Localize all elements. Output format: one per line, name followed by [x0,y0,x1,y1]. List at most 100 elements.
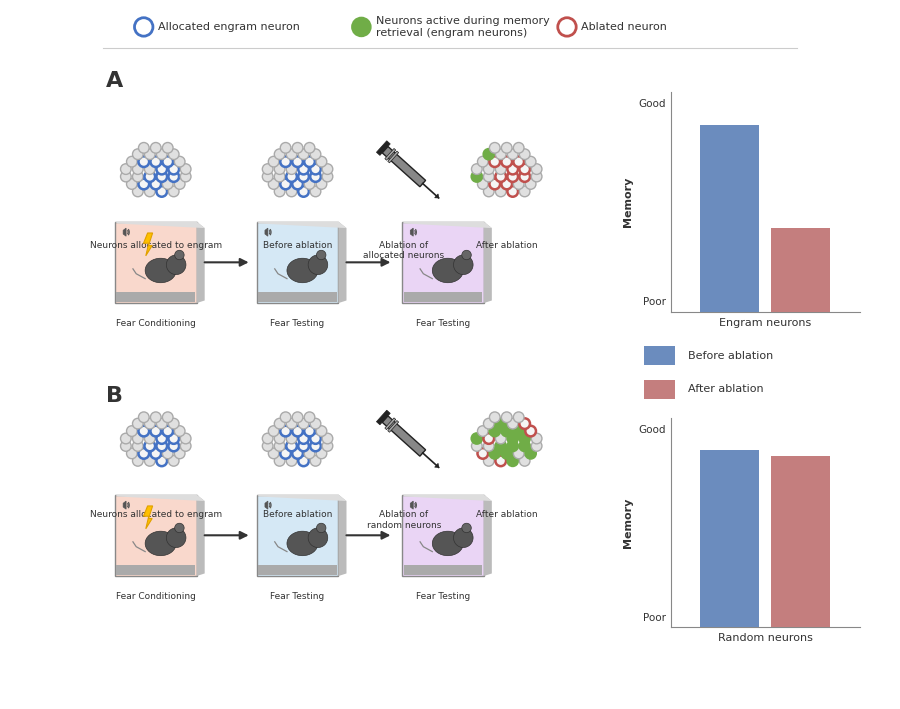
Circle shape [490,179,500,189]
Circle shape [274,418,285,429]
Circle shape [508,441,518,452]
Circle shape [316,156,327,167]
Circle shape [175,250,184,259]
Circle shape [508,456,518,467]
Text: Before ablation: Before ablation [688,351,773,361]
Circle shape [310,172,320,182]
Bar [700,125,759,312]
Bar [771,228,830,312]
Text: Allocated engram neuron: Allocated engram neuron [158,22,300,32]
Text: Fear Testing: Fear Testing [270,319,325,328]
Polygon shape [376,141,391,155]
Polygon shape [265,228,268,236]
Circle shape [483,164,494,174]
Circle shape [495,456,506,467]
Circle shape [526,179,536,189]
Circle shape [145,186,155,197]
Circle shape [145,149,155,160]
Ellipse shape [287,531,318,556]
Polygon shape [196,221,204,303]
Circle shape [139,425,149,436]
Circle shape [168,456,179,467]
Text: Fear Testing: Fear Testing [416,591,470,601]
Circle shape [483,456,494,467]
Circle shape [508,149,518,160]
Circle shape [298,164,309,174]
Circle shape [132,172,143,182]
Polygon shape [410,228,413,236]
Circle shape [168,149,179,160]
Circle shape [304,179,315,189]
Circle shape [280,156,291,167]
Circle shape [268,448,279,459]
Polygon shape [388,151,399,163]
Circle shape [292,179,303,189]
Circle shape [127,179,137,189]
Circle shape [150,143,161,153]
Circle shape [495,441,506,452]
Circle shape [508,186,518,197]
Circle shape [483,172,494,182]
Circle shape [508,172,518,182]
Circle shape [316,448,327,459]
Text: After ablation: After ablation [476,510,537,520]
Circle shape [292,425,303,436]
Circle shape [162,448,173,459]
Circle shape [495,149,506,160]
Circle shape [531,172,542,182]
Text: Neurons allocated to engram: Neurons allocated to engram [90,241,221,250]
Circle shape [139,143,149,153]
Circle shape [490,143,500,153]
Circle shape [513,412,524,423]
Circle shape [519,186,530,197]
Circle shape [519,433,530,444]
FancyBboxPatch shape [116,565,195,574]
Circle shape [298,418,309,429]
Circle shape [483,433,494,444]
Circle shape [132,433,143,444]
Circle shape [145,433,155,444]
Circle shape [274,456,285,467]
Polygon shape [385,418,396,430]
Circle shape [292,412,303,423]
Circle shape [531,441,542,452]
Polygon shape [123,501,126,509]
Circle shape [472,433,482,444]
Circle shape [310,418,320,429]
Circle shape [132,441,143,452]
Circle shape [157,418,167,429]
Circle shape [352,18,371,36]
Circle shape [145,441,155,452]
Circle shape [139,179,149,189]
Circle shape [495,418,506,429]
Text: B: B [106,386,123,406]
Polygon shape [123,228,126,236]
Circle shape [139,412,149,423]
Polygon shape [196,495,204,576]
Circle shape [298,441,309,452]
Circle shape [531,433,542,444]
Circle shape [298,149,309,160]
Circle shape [175,425,185,436]
Circle shape [280,448,291,459]
Circle shape [304,425,315,436]
Circle shape [132,186,143,197]
Circle shape [483,149,494,160]
FancyBboxPatch shape [258,565,337,574]
Circle shape [308,528,328,547]
Circle shape [519,172,530,182]
Circle shape [298,433,309,444]
Ellipse shape [432,531,464,556]
Circle shape [304,412,315,423]
Circle shape [501,412,512,423]
Circle shape [121,433,131,444]
Circle shape [274,441,285,452]
Bar [700,450,759,627]
Circle shape [168,441,179,452]
Circle shape [127,156,137,167]
Polygon shape [265,501,268,509]
Circle shape [490,412,500,423]
Circle shape [483,441,494,452]
Polygon shape [338,221,346,303]
Circle shape [322,433,333,444]
